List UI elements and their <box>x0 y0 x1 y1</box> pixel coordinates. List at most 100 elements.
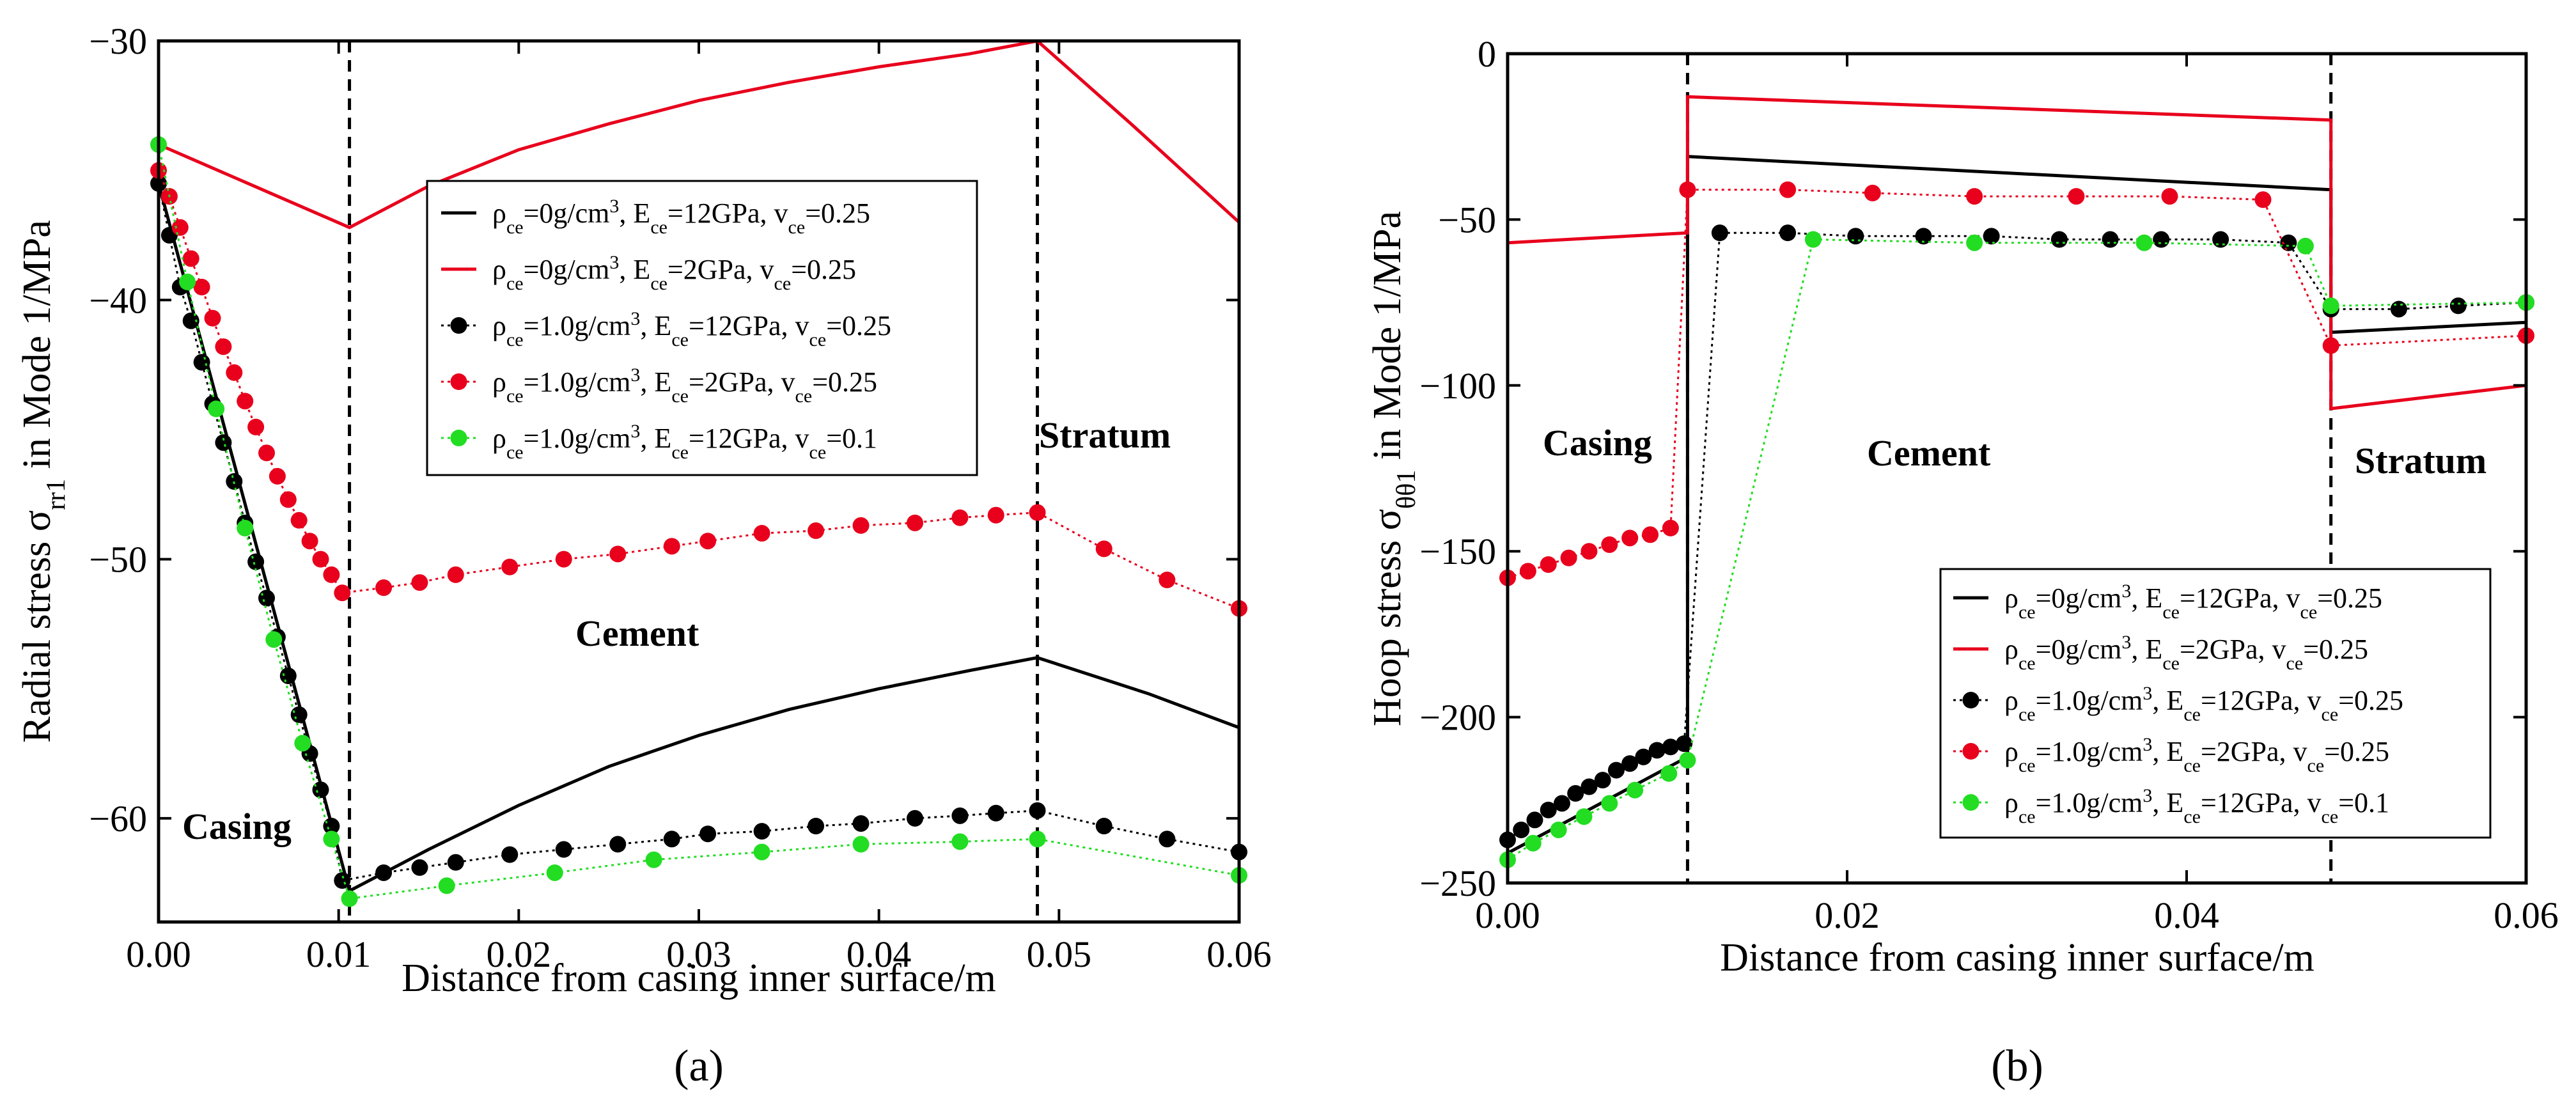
panel-a-x-axis-label: Distance from casing inner surface/m <box>402 957 996 1000</box>
data-point <box>907 514 923 531</box>
data-point <box>247 418 265 435</box>
data-point <box>1621 529 1639 547</box>
data-point <box>1642 526 1659 543</box>
legend-label: ρce=0g/cm3, Ece=12GPa, vce=0.25 <box>2004 581 2382 623</box>
data-point <box>1513 821 1530 838</box>
data-point <box>2280 234 2297 251</box>
data-point <box>951 509 969 526</box>
legend-label: ρce=1.0g/cm3, Ece=12GPa, vce=0.1 <box>492 421 877 463</box>
data-point <box>341 890 358 907</box>
data-point <box>1662 519 1679 536</box>
panel-b-x-axis-label: Distance from casing inner surface/m <box>1720 936 2314 980</box>
data-point <box>1524 834 1542 852</box>
data-point <box>279 491 297 508</box>
y-tick-label: −150 <box>1419 531 1496 572</box>
x-tick-label: 0.01 <box>306 933 371 975</box>
data-point <box>237 519 254 536</box>
data-point <box>312 781 329 799</box>
data-point <box>2322 297 2339 315</box>
legend-label: ρce=1.0g/cm3, Ece=12GPa, vce=0.1 <box>2004 785 2389 827</box>
data-point <box>555 550 572 568</box>
data-point <box>753 843 770 861</box>
data-point <box>258 444 275 462</box>
data-point <box>1627 781 1644 799</box>
data-point <box>1966 234 1983 251</box>
y-tick-label: −30 <box>89 20 147 62</box>
data-point <box>193 354 210 371</box>
data-point <box>852 517 870 534</box>
legend-marker <box>1962 692 1979 708</box>
data-point <box>1095 818 1112 835</box>
data-point <box>2068 188 2085 205</box>
data-point <box>2297 237 2314 254</box>
data-point <box>1594 772 1611 789</box>
data-point <box>609 545 627 563</box>
data-point <box>501 558 519 575</box>
data-point <box>907 809 923 827</box>
data-point <box>2212 231 2229 248</box>
data-point <box>375 864 393 881</box>
data-point <box>1581 778 1598 795</box>
y-tick-label: 0 <box>1478 33 1496 75</box>
data-point <box>1095 540 1112 558</box>
x-tick-label: 0.02 <box>487 933 552 975</box>
x-tick-label: 0.04 <box>847 933 912 975</box>
panel-b-region-cement: Cement <box>1867 432 1991 474</box>
data-point <box>237 393 254 410</box>
data-point <box>247 553 265 570</box>
data-point <box>2102 231 2119 248</box>
data-point <box>987 506 1004 524</box>
data-point <box>1029 504 1046 521</box>
panel-a-plot-area <box>150 39 1247 924</box>
data-point <box>1779 181 1797 198</box>
data-point <box>171 219 189 236</box>
data-point <box>852 815 870 832</box>
panel-a-caption: (a) <box>674 1042 724 1091</box>
x-tick-label: 0.00 <box>126 933 191 975</box>
data-point <box>1601 795 1618 812</box>
data-point <box>411 859 428 876</box>
data-point <box>334 584 351 602</box>
data-point <box>1540 801 1557 818</box>
data-point <box>182 250 199 267</box>
data-point <box>290 511 308 529</box>
data-point <box>1804 231 1822 248</box>
data-point <box>2153 231 2170 248</box>
data-point <box>663 538 680 555</box>
series-line-2 <box>158 39 1240 230</box>
data-point <box>1966 188 1983 205</box>
series-line-1 <box>1506 155 2527 855</box>
series-line-4 <box>1507 189 2527 579</box>
data-point <box>1648 742 1666 759</box>
data-point <box>279 667 297 684</box>
data-point <box>1621 755 1639 772</box>
data-point <box>951 807 969 824</box>
panel-b-y-axis-label: Hoop stress σθθ1 in Mode 1/MPa <box>1366 211 1421 726</box>
data-point <box>182 312 199 329</box>
y-tick-label: −60 <box>89 798 147 839</box>
panel-b-frame <box>1506 52 2528 885</box>
data-point <box>1029 831 1046 848</box>
legend-label: ρce=1.0g/cm3, Ece=2GPa, vce=0.25 <box>2004 734 2389 776</box>
x-tick-label: 0.05 <box>1027 933 1092 975</box>
legend-marker <box>450 373 467 390</box>
panel-b-legend-box <box>1939 568 2492 839</box>
data-point <box>1029 802 1046 819</box>
data-point <box>609 836 627 853</box>
data-point <box>2254 191 2272 208</box>
data-point <box>438 877 455 894</box>
data-point <box>1159 831 1176 848</box>
data-point <box>808 522 825 540</box>
data-point <box>1575 808 1593 825</box>
data-point <box>258 590 275 607</box>
data-point <box>1635 748 1652 765</box>
data-point <box>2135 234 2153 251</box>
x-tick-label: 0.06 <box>1206 933 1272 975</box>
data-point <box>447 566 464 583</box>
panel-a-region-cement: Cement <box>575 613 699 654</box>
panel-b-legend: ρce=0g/cm3, Ece=12GPa, vce=0.25 ρce=0g/cm… <box>1939 568 2492 839</box>
data-point <box>215 338 232 355</box>
data-point <box>1676 735 1693 753</box>
data-point <box>1983 228 2000 245</box>
legend-label: ρce=0g/cm3, Ece=2GPa, vce=0.25 <box>492 252 856 294</box>
